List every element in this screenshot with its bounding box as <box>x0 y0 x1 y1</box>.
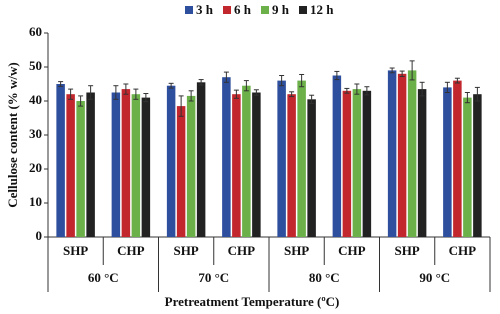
bar <box>111 92 121 237</box>
error-bar <box>299 73 305 88</box>
error-bar <box>334 70 340 81</box>
error-bar <box>198 79 204 86</box>
error-bar <box>223 71 229 83</box>
error-bar <box>279 75 285 87</box>
bar <box>86 92 95 237</box>
bar <box>362 90 372 237</box>
error-bar <box>399 70 405 78</box>
bar <box>332 75 342 237</box>
bar <box>66 94 75 237</box>
bar <box>277 80 286 237</box>
legend-label: 9 h <box>272 2 290 17</box>
error-bar <box>133 88 139 100</box>
error-bar <box>178 95 184 117</box>
x-axis-title: Pretreatment Temperature (ºC) <box>165 294 340 309</box>
bar <box>252 92 261 237</box>
bar <box>131 94 141 237</box>
error-bar <box>409 60 415 81</box>
x-tick-label: SHP <box>173 243 198 258</box>
bar <box>166 85 176 237</box>
bar <box>222 77 231 237</box>
error-bar <box>58 81 64 87</box>
y-axis-title: Cellulose content (% w/w) <box>5 62 20 208</box>
error-bar <box>364 86 370 96</box>
legend-label: 3 h <box>196 2 214 17</box>
y-tick-label: 50 <box>29 58 42 73</box>
y-tick-label: 40 <box>29 92 42 107</box>
bar <box>121 89 131 237</box>
bar <box>352 89 362 237</box>
bar <box>287 94 296 237</box>
error-bar <box>289 91 295 98</box>
error-bar <box>123 83 129 95</box>
x-tick-label: SHP <box>284 243 309 258</box>
error-bar <box>78 95 84 107</box>
error-bar <box>88 85 94 100</box>
group-label: 60 °C <box>88 270 119 285</box>
legend-swatch <box>261 6 269 14</box>
bar <box>387 70 397 238</box>
bar <box>186 95 196 238</box>
bar <box>397 73 407 237</box>
error-bar <box>253 89 259 96</box>
error-bar <box>419 81 425 97</box>
error-bar <box>68 88 74 100</box>
group-label: 70 °C <box>198 270 229 285</box>
error-bar <box>354 83 360 95</box>
bar <box>443 87 452 238</box>
bar <box>473 94 482 237</box>
error-bar <box>389 67 395 74</box>
error-bar <box>168 82 174 89</box>
group-label: 80 °C <box>309 270 340 285</box>
x-tick-label: CHP <box>449 243 477 258</box>
y-tick-label: 10 <box>29 194 42 209</box>
bar <box>176 106 186 237</box>
bar <box>463 97 472 237</box>
y-tick-label: 60 <box>29 24 42 39</box>
bar <box>297 80 306 237</box>
bar <box>242 85 251 237</box>
y-tick-label: 20 <box>29 160 42 175</box>
bar <box>232 94 241 237</box>
bar <box>196 82 206 237</box>
bar <box>407 70 417 238</box>
error-bar <box>143 93 149 103</box>
error-bar <box>454 77 460 84</box>
y-tick-label: 0 <box>36 228 43 243</box>
x-tick-label: CHP <box>117 243 145 258</box>
error-bar <box>113 85 119 100</box>
legend-swatch <box>223 6 231 14</box>
bar <box>453 80 462 237</box>
error-bar <box>309 94 315 104</box>
bar <box>417 89 427 237</box>
y-tick-label: 30 <box>29 126 42 141</box>
bar <box>141 97 151 237</box>
legend-swatch <box>299 6 307 14</box>
x-tick-label: CHP <box>228 243 256 258</box>
x-tick-label: CHP <box>338 243 366 258</box>
bar <box>76 101 85 237</box>
error-bar <box>464 92 470 104</box>
error-bar <box>188 90 194 102</box>
x-tick-label: SHP <box>394 243 419 258</box>
error-bar <box>233 89 239 99</box>
error-bar <box>474 86 480 102</box>
bar <box>342 90 352 237</box>
group-label: 90 °C <box>419 270 450 285</box>
bar <box>56 84 65 237</box>
error-bar <box>344 87 350 94</box>
bar <box>307 99 316 237</box>
x-tick-label: SHP <box>63 243 88 258</box>
error-bar <box>444 81 450 93</box>
legend-swatch <box>185 6 193 14</box>
error-bar <box>243 80 249 92</box>
legend-label: 6 h <box>234 2 252 17</box>
legend-label: 12 h <box>310 2 334 17</box>
